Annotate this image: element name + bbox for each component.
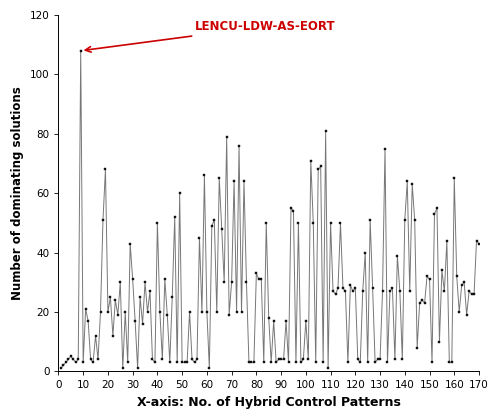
X-axis label: X-axis: No. of Hybrid Control Patterns: X-axis: No. of Hybrid Control Patterns — [137, 396, 400, 409]
Y-axis label: Number of dominating solutions: Number of dominating solutions — [11, 87, 24, 300]
Text: LENCU-LDW-AS-EORT: LENCU-LDW-AS-EORT — [86, 20, 335, 52]
